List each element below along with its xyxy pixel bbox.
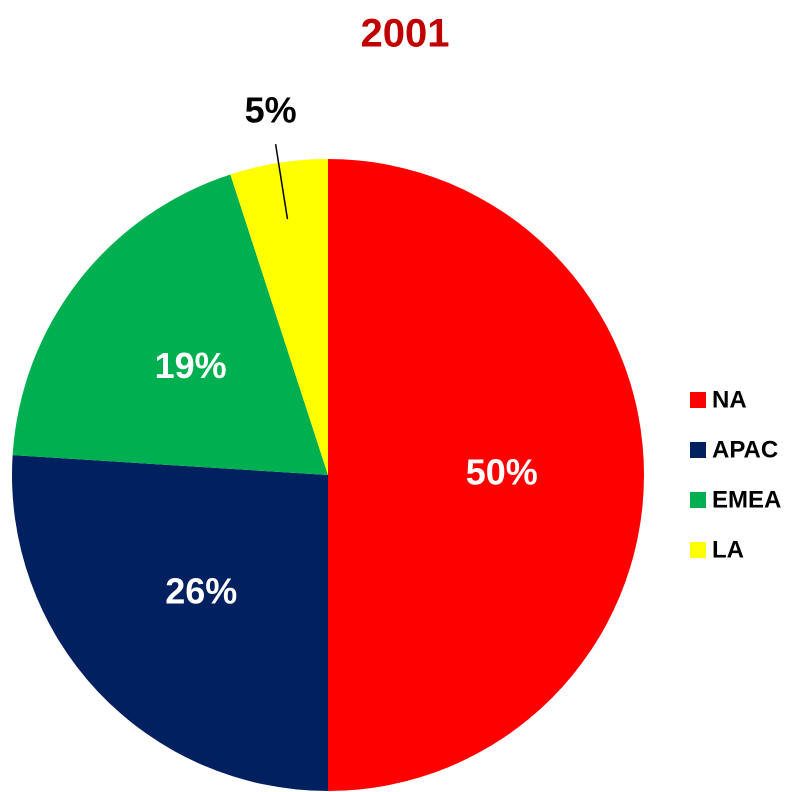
legend-swatch: [690, 542, 706, 558]
data-label: 5%: [245, 89, 297, 130]
pie-slice: [12, 174, 328, 476]
leader-line: [274, 144, 289, 220]
pie-slice: [11, 455, 328, 791]
legend-swatch: [690, 442, 706, 458]
legend-swatch: [690, 492, 706, 508]
legend-label: LA: [712, 536, 744, 563]
legend-label: NA: [712, 386, 747, 413]
data-label: 50%: [466, 452, 538, 493]
data-label: 26%: [165, 570, 237, 611]
legend-label: EMEA: [712, 486, 781, 513]
pie-slice: [328, 159, 644, 791]
legend-label: APAC: [712, 436, 778, 463]
pie-slice: [230, 159, 328, 475]
legend-swatch: [690, 392, 706, 408]
data-label: 19%: [155, 345, 227, 386]
chart-title: 2001: [361, 12, 450, 56]
